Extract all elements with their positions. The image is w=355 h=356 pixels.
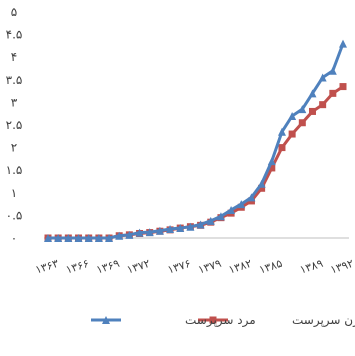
data-point bbox=[216, 212, 225, 221]
data-point bbox=[328, 66, 337, 75]
data-point bbox=[339, 39, 347, 48]
data-point bbox=[176, 224, 185, 233]
data-point bbox=[247, 193, 256, 202]
data-point bbox=[237, 200, 246, 209]
legend-item: مرد سرپرست bbox=[91, 313, 256, 328]
x-tick-label: ۱۳۶۹ bbox=[95, 257, 122, 277]
data-point bbox=[288, 111, 297, 120]
y-tick-label: ۲.۵ bbox=[6, 118, 23, 132]
data-point bbox=[288, 130, 296, 138]
data-point bbox=[102, 316, 110, 324]
series-female-head bbox=[44, 83, 347, 242]
data-point bbox=[308, 89, 317, 98]
data-point bbox=[84, 234, 93, 242]
y-tick-label: ۰ bbox=[11, 231, 17, 245]
y-axis-ticks: ۰ ۰.۵ ۱ ۱.۵ ۲ ۲.۵ ۳ ۳.۵ ۴ ۴.۵ ۵ bbox=[6, 5, 23, 245]
data-point bbox=[308, 107, 316, 115]
data-point bbox=[135, 228, 144, 237]
data-point bbox=[94, 234, 103, 242]
series-layer bbox=[44, 39, 347, 242]
legend-item: زن سرپرست bbox=[198, 313, 355, 328]
data-point bbox=[267, 157, 276, 166]
x-tick-label: ۱۳۶۳ bbox=[34, 257, 61, 277]
y-tick-label: ۴ bbox=[11, 50, 17, 64]
series-line bbox=[48, 85, 344, 240]
legend-label: مرد سرپرست bbox=[185, 313, 256, 328]
data-point bbox=[125, 230, 134, 239]
data-point bbox=[115, 231, 124, 240]
series-line bbox=[48, 43, 345, 240]
legend-label: زن سرپرست bbox=[292, 313, 355, 328]
data-point bbox=[227, 205, 236, 214]
data-point bbox=[298, 105, 307, 114]
data-point bbox=[329, 89, 337, 97]
x-tick-label: ۱۳۷۲ bbox=[125, 257, 152, 277]
data-point bbox=[209, 316, 217, 324]
y-tick-label: ۴.۵ bbox=[6, 28, 23, 42]
data-point bbox=[155, 226, 164, 235]
series-male-head bbox=[44, 39, 347, 242]
data-point bbox=[206, 216, 215, 225]
x-tick-label: ۱۳۸۹ bbox=[298, 257, 325, 277]
y-tick-label: ۱.۵ bbox=[6, 163, 23, 177]
data-point bbox=[257, 179, 266, 188]
y-tick-label: ۱ bbox=[11, 186, 17, 200]
x-axis-ticks: ۱۳۶۳ ۱۳۶۶ ۱۳۶۹ ۱۳۷۲ ۱۳۷۶ ۱۳۷۹ ۱۳۸۲ ۱۳۸۵ ۱۳۸۹ ۱۳۹۲ bbox=[34, 257, 355, 277]
data-point bbox=[74, 234, 83, 242]
y-tick-label: ۰.۵ bbox=[6, 208, 23, 222]
y-tick-label: ۳ bbox=[11, 95, 18, 109]
data-point bbox=[54, 234, 63, 242]
data-point bbox=[258, 184, 266, 192]
data-point bbox=[268, 164, 276, 172]
data-point bbox=[166, 224, 175, 233]
data-point bbox=[298, 119, 306, 127]
x-tick-label: ۱۳۹۲ bbox=[329, 257, 355, 277]
x-tick-label: ۱۳۸۲ bbox=[227, 257, 254, 277]
x-tick-label: ۱۳۸۵ bbox=[257, 257, 284, 277]
data-point bbox=[278, 144, 286, 152]
data-point bbox=[105, 234, 114, 242]
y-tick-label: ۳.۵ bbox=[6, 73, 23, 87]
data-point bbox=[44, 234, 52, 242]
x-tick-label: ۱۳۶۶ bbox=[64, 257, 91, 277]
data-point bbox=[145, 228, 154, 237]
legend: زن سرپرست مرد سرپرست bbox=[91, 313, 355, 328]
data-point bbox=[64, 234, 73, 242]
data-point bbox=[196, 220, 205, 229]
x-tick-label: ۱۳۷۹ bbox=[196, 257, 223, 277]
data-point bbox=[339, 83, 347, 91]
y-tick-label: ۵ bbox=[11, 5, 17, 19]
x-tick-label: ۱۳۷۶ bbox=[166, 257, 193, 277]
data-point bbox=[277, 127, 286, 136]
data-point bbox=[186, 222, 195, 231]
y-tick-label: ۲ bbox=[11, 141, 17, 155]
data-point bbox=[318, 73, 327, 82]
data-point bbox=[319, 101, 327, 109]
